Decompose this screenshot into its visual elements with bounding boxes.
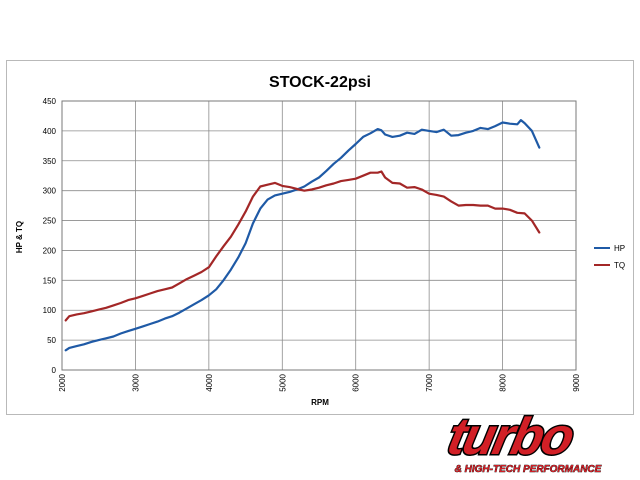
- turbo-logo: turbo & HIGH-TECH PERFORMANCE: [441, 410, 602, 475]
- legend-label-hp: HP: [614, 244, 625, 253]
- chart: STOCK-22psi 0 50 100 150 200 250 300 350 400 450 2…: [15, 74, 625, 407]
- logo-subtitle: & HIGH-TECH PERFORMANCE: [455, 464, 602, 475]
- x-tick-label: 4000: [205, 373, 214, 391]
- y-tick-label: 100: [43, 306, 57, 315]
- chart-frame: STOCK-22psi 0 50 100 150 200 250 300 350 400 450 2…: [6, 60, 634, 415]
- x-tick-label: 8000: [499, 373, 508, 391]
- grid: [61, 100, 577, 371]
- y-tick-label: 450: [43, 97, 57, 106]
- x-axis-label: RPM: [311, 398, 329, 407]
- chart-title: STOCK-22psi: [269, 74, 371, 91]
- plot-area: [61, 100, 577, 371]
- y-tick-label: 400: [43, 127, 57, 136]
- y-axis-label: HP & TQ: [15, 221, 24, 253]
- x-tick-label: 6000: [352, 373, 361, 391]
- x-tick-label: 2000: [58, 373, 67, 391]
- x-tick-label: 5000: [278, 373, 287, 391]
- y-tick-label: 50: [47, 336, 56, 345]
- axes: 0 50 100 150 200 250 300 350 400 450 2000 3000 4000 5…: [43, 97, 581, 392]
- y-tick-label: 0: [52, 366, 57, 375]
- y-tick-label: 250: [43, 217, 57, 226]
- y-tick-label: 350: [43, 157, 57, 166]
- series-line-tq: [64, 170, 541, 322]
- legend-label-tq: TQ: [614, 261, 625, 270]
- y-tick-label: 200: [43, 246, 57, 255]
- x-tick-label: 3000: [131, 373, 140, 391]
- y-tick-label: 300: [43, 187, 57, 196]
- series: [64, 119, 541, 352]
- x-tick-label: 7000: [425, 373, 434, 391]
- x-tick-label: 9000: [572, 373, 581, 391]
- y-tick-label: 150: [43, 276, 57, 285]
- legend: HP TQ: [594, 244, 625, 270]
- logo-wordmark: turbo: [443, 410, 579, 466]
- series-line-hp: [64, 119, 541, 352]
